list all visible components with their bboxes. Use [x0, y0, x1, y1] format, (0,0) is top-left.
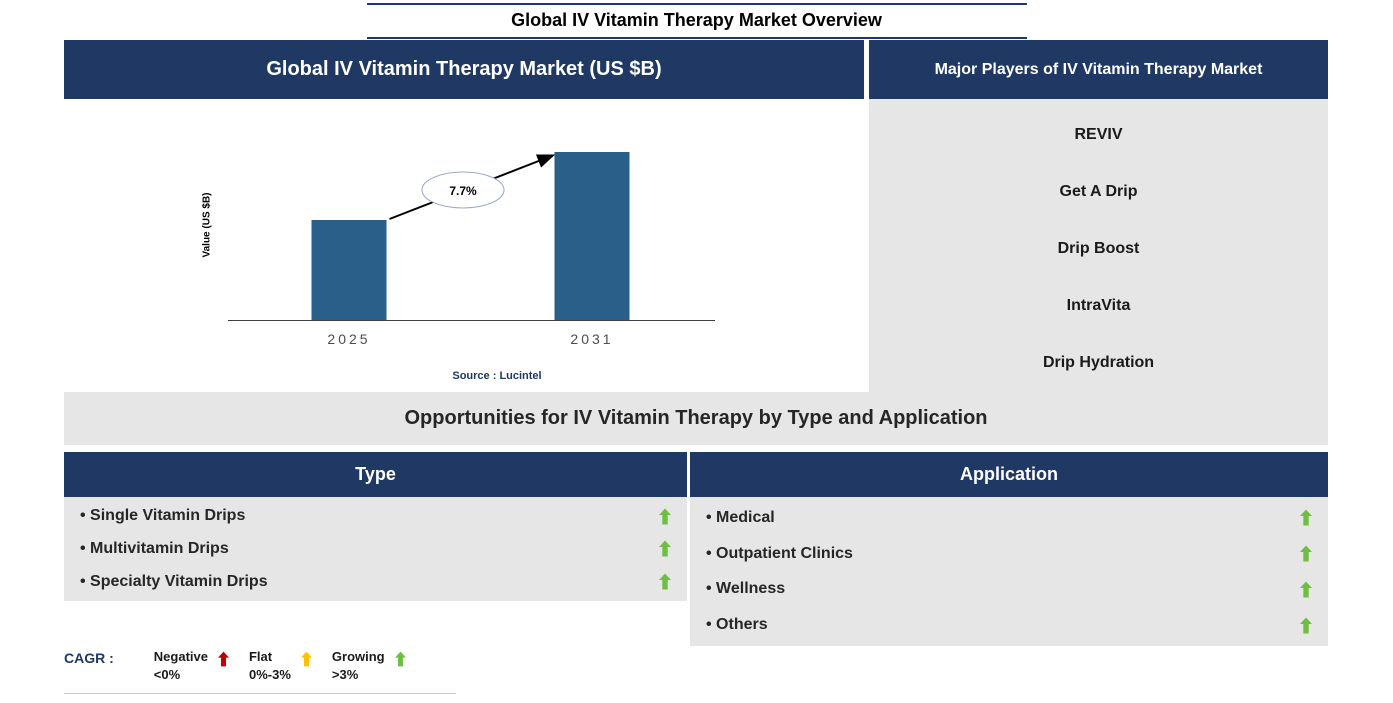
list-item-label: Others: [706, 616, 768, 634]
list-item-label: Outpatient Clinics: [706, 545, 853, 563]
up-arrow-icon: [1300, 545, 1312, 562]
bar-chart-svg: 7.7% 2025 2031: [228, 152, 715, 347]
cagr-legend-label: CAGR :: [64, 650, 114, 666]
player-name: Get A Drip: [1059, 183, 1138, 201]
up-arrow-icon: [1300, 509, 1312, 526]
chart-bar-2025: [311, 220, 387, 320]
list-item-label: Wellness: [706, 580, 785, 598]
legend-entry-name: Growing: [331, 649, 385, 664]
page-title: Global IV Vitamin Therapy Market Overvie…: [511, 10, 882, 30]
legend-entry-text: Negative <0%: [154, 648, 208, 684]
up-arrow-icon: [659, 508, 671, 525]
list-item: Others: [706, 616, 1312, 634]
list-item: Medical: [706, 509, 1312, 527]
list-item-label: Multivitamin Drips: [80, 540, 229, 558]
chart-bar-2031: [554, 152, 630, 320]
bar-chart: 7.7% 2025 2031 Value (US $B) Source : Luci…: [64, 99, 864, 389]
page-title-block: Global IV Vitamin Therapy Market Overvie…: [366, 3, 1027, 39]
legend-entry: Growing >3%: [332, 648, 406, 684]
list-item: Specialty Vitamin Drips: [80, 573, 671, 591]
player-name: IntraVita: [1066, 296, 1131, 314]
down-arrow-icon: [217, 651, 229, 667]
player-name: Drip Hydration: [1042, 353, 1155, 371]
x-tick-label: 2025: [327, 331, 370, 347]
up-arrow-icon: [659, 573, 671, 590]
legend-entry-name: Flat: [248, 649, 273, 664]
legend-entry-range: <0%: [153, 667, 181, 683]
opportunities-banner: Opportunities for IV Vitamin Therapy by …: [64, 392, 1328, 445]
players-panel-header: Major Players of IV Vitamin Therapy Mark…: [869, 40, 1328, 99]
players-list: REVIV Get A Drip Drip Boost IntraVita Drip H…: [869, 99, 1328, 399]
list-item-label: Medical: [706, 509, 775, 527]
up-arrow-icon: [659, 540, 671, 557]
list-item: Multivitamin Drips: [80, 540, 671, 558]
cagr-value: 7.7%: [449, 184, 477, 198]
legend-entry-name: Negative: [153, 649, 208, 664]
cagr-legend: CAGR : Negative <0% Flat 0%-3% Growing >3%: [64, 648, 456, 695]
legend-entry: Negative <0%: [154, 648, 229, 684]
legend-entry-text: Flat 0%-3%: [249, 648, 291, 684]
legend-entry-range: 0%-3%: [248, 667, 291, 683]
up-arrow-icon: [394, 651, 406, 667]
type-panel-header: Type: [64, 452, 687, 497]
y-axis-label: Value (US $B): [201, 192, 213, 258]
list-item: Wellness: [706, 580, 1312, 598]
application-panel: Application Medical Outpatient Clinics Wel…: [690, 452, 1328, 646]
x-tick-label: 2031: [570, 331, 613, 347]
right-arrow-icon: [300, 651, 312, 667]
major-players-panel: Major Players of IV Vitamin Therapy Mark…: [869, 40, 1328, 399]
list-item: Outpatient Clinics: [706, 545, 1312, 563]
up-arrow-icon: [1300, 581, 1312, 598]
market-chart-panel: Global IV Vitamin Therapy Market (US $B)…: [64, 40, 864, 389]
up-arrow-icon: [1300, 617, 1312, 634]
cagr-ellipse: [421, 171, 505, 209]
type-panel: Type Single Vitamin Drips Multivitamin Dr…: [64, 452, 687, 601]
player-name: Drip Boost: [1057, 239, 1140, 257]
list-item-label: Specialty Vitamin Drips: [80, 573, 268, 591]
type-items-list: Single Vitamin Drips Multivitamin Drips Sp…: [64, 497, 687, 601]
application-items-list: Medical Outpatient Clinics Wellness Others: [690, 497, 1328, 646]
legend-entry-text: Growing >3%: [332, 648, 385, 684]
legend-entry-range: >3%: [331, 667, 359, 683]
player-name: REVIV: [1074, 126, 1123, 144]
chart-panel-header: Global IV Vitamin Therapy Market (US $B): [64, 40, 864, 99]
cagr-legend-entries: Negative <0% Flat 0%-3% Growing >3%: [154, 648, 426, 684]
list-item-label: Single Vitamin Drips: [80, 507, 245, 525]
list-item: Single Vitamin Drips: [80, 507, 671, 525]
application-panel-header: Application: [690, 452, 1328, 497]
source-note: Source : Lucintel: [452, 370, 542, 382]
legend-entry: Flat 0%-3%: [249, 648, 312, 684]
